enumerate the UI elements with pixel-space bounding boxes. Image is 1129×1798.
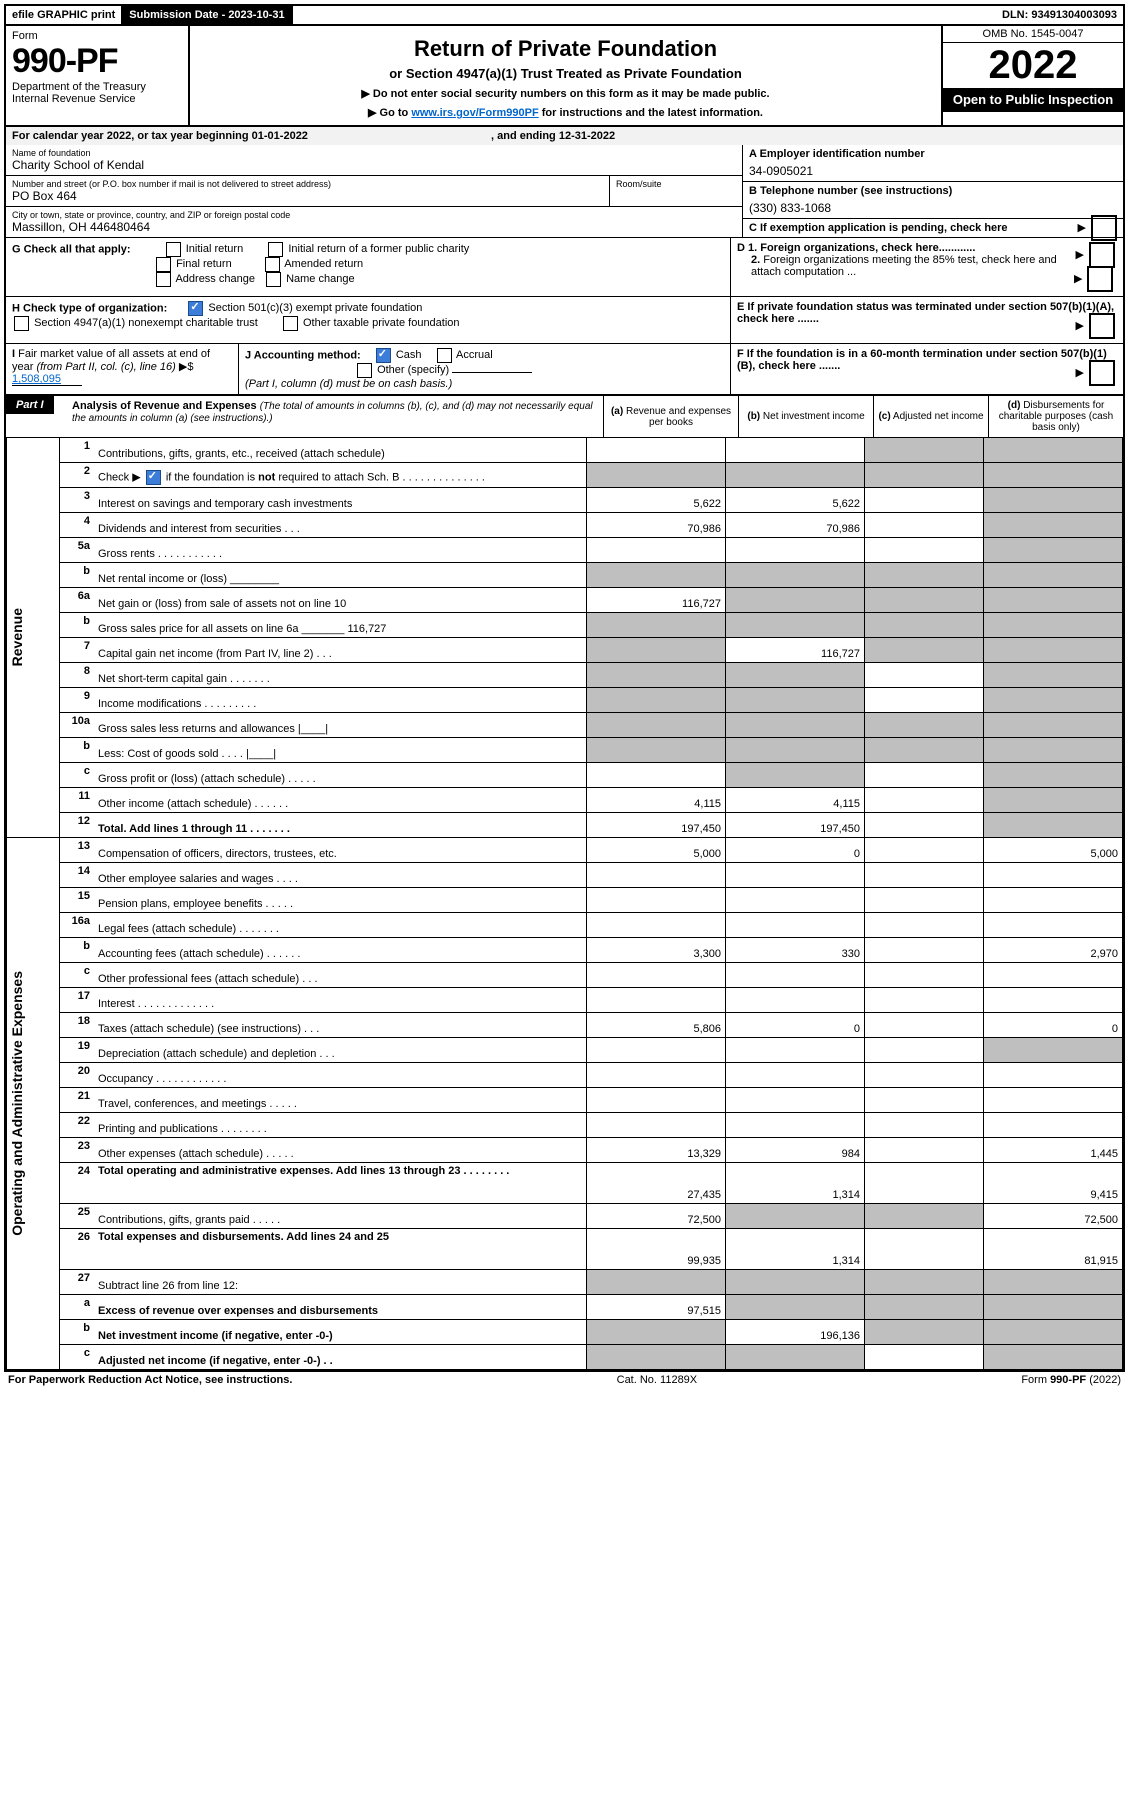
city-label: City or town, state or province, country… xyxy=(12,210,736,220)
chk-f[interactable] xyxy=(1089,360,1115,386)
footer-mid: Cat. No. 11289X xyxy=(617,1374,698,1386)
j-note: (Part I, column (d) must be on cash basi… xyxy=(245,378,452,390)
h-label: H Check type of organization: xyxy=(12,302,167,314)
chk-d1[interactable] xyxy=(1089,242,1115,268)
efile-label: efile GRAPHIC print xyxy=(6,6,123,24)
ein-value: 34-0905021 xyxy=(749,160,1117,178)
col-a-header: (a) Revenue and expenses per books xyxy=(603,396,738,437)
chk-501c3[interactable] xyxy=(188,301,203,316)
chk-accrual[interactable] xyxy=(437,348,452,363)
col-b-header: (b) Net investment income xyxy=(738,396,873,437)
chk-address[interactable] xyxy=(156,272,171,287)
addr-label: Number and street (or P.O. box number if… xyxy=(12,179,603,189)
d1-label: D 1. Foreign organizations, check here..… xyxy=(737,242,975,254)
irs: Internal Revenue Service xyxy=(12,93,182,105)
exemption-label: C If exemption application is pending, c… xyxy=(749,222,1008,234)
omb-number: OMB No. 1545-0047 xyxy=(943,26,1123,43)
calendar-year-row: For calendar year 2022, or tax year begi… xyxy=(4,127,1125,145)
dept: Department of the Treasury xyxy=(12,81,182,93)
phone-label: B Telephone number (see instructions) xyxy=(749,185,1117,197)
side-label: Operating and Administrative Expenses xyxy=(7,961,27,1246)
open-inspection: Open to Public Inspection xyxy=(943,88,1123,112)
ein-label: A Employer identification number xyxy=(749,148,1117,160)
chk-cash[interactable] xyxy=(376,348,391,363)
side-label: Revenue xyxy=(7,598,27,676)
chk-d2[interactable] xyxy=(1087,266,1113,292)
form-label: Form xyxy=(12,30,182,42)
g-label: G Check all that apply: xyxy=(12,243,131,255)
footer: For Paperwork Reduction Act Notice, see … xyxy=(4,1372,1125,1388)
col-c-header: (c) Adjusted net income xyxy=(873,396,988,437)
footer-left: For Paperwork Reduction Act Notice, see … xyxy=(8,1374,292,1386)
submission-date: Submission Date - 2023-10-31 xyxy=(123,6,292,24)
addr-value: PO Box 464 xyxy=(12,189,603,203)
f-label: F If the foundation is in a 60-month ter… xyxy=(737,348,1107,372)
form-number: 990-PF xyxy=(12,42,182,81)
chk-e[interactable] xyxy=(1089,313,1115,339)
instructions-link[interactable]: www.irs.gov/Form990PF xyxy=(411,107,538,119)
part1-title: Analysis of Revenue and Expenses xyxy=(72,400,257,412)
name-label: Name of foundation xyxy=(12,148,736,158)
part1-label: Part I xyxy=(6,396,54,414)
chk-other-tax[interactable] xyxy=(283,316,298,331)
city-value: Massillon, OH 446480464 xyxy=(12,220,736,234)
chk-amended[interactable] xyxy=(265,257,280,272)
chk-initial[interactable] xyxy=(166,242,181,257)
tax-year: 2022 xyxy=(943,43,1123,88)
chk-initial-former[interactable] xyxy=(268,242,283,257)
chk-4947[interactable] xyxy=(14,316,29,331)
footer-right: Form 990-PF (2022) xyxy=(1021,1374,1121,1386)
form-subtitle: or Section 4947(a)(1) Trust Treated as P… xyxy=(196,66,935,81)
col-d-header: (d) Disbursements for charitable purpose… xyxy=(988,396,1123,437)
foundation-name: Charity School of Kendal xyxy=(12,158,736,172)
dln: DLN: 93491304003093 xyxy=(996,6,1123,24)
phone-value: (330) 833-1068 xyxy=(749,197,1117,215)
note-ssn: ▶ Do not enter social security numbers o… xyxy=(196,87,935,100)
chk-final[interactable] xyxy=(156,257,171,272)
identity-block: Name of foundation Charity School of Ken… xyxy=(4,145,1125,396)
chk-name[interactable] xyxy=(266,272,281,287)
chk-other-acct[interactable] xyxy=(357,363,372,378)
form-header: Form 990-PF Department of the Treasury I… xyxy=(4,26,1125,127)
form-title: Return of Private Foundation xyxy=(196,36,935,62)
d2-label: Foreign organizations meeting the 85% te… xyxy=(751,254,1057,278)
e-label: E If private foundation status was termi… xyxy=(737,301,1114,325)
i-label: Fair market value of all assets at end o… xyxy=(12,348,210,373)
top-bar: efile GRAPHIC print Submission Date - 20… xyxy=(4,4,1125,26)
fmv-value[interactable]: 1,508,095 xyxy=(12,373,82,386)
room-label: Room/suite xyxy=(616,179,736,189)
j-label: J Accounting method: xyxy=(245,349,361,361)
revenue-expense-table: Revenue1Contributions, gifts, grants, et… xyxy=(6,438,1123,1370)
note-link: ▶ Go to www.irs.gov/Form990PF for instru… xyxy=(196,106,935,119)
